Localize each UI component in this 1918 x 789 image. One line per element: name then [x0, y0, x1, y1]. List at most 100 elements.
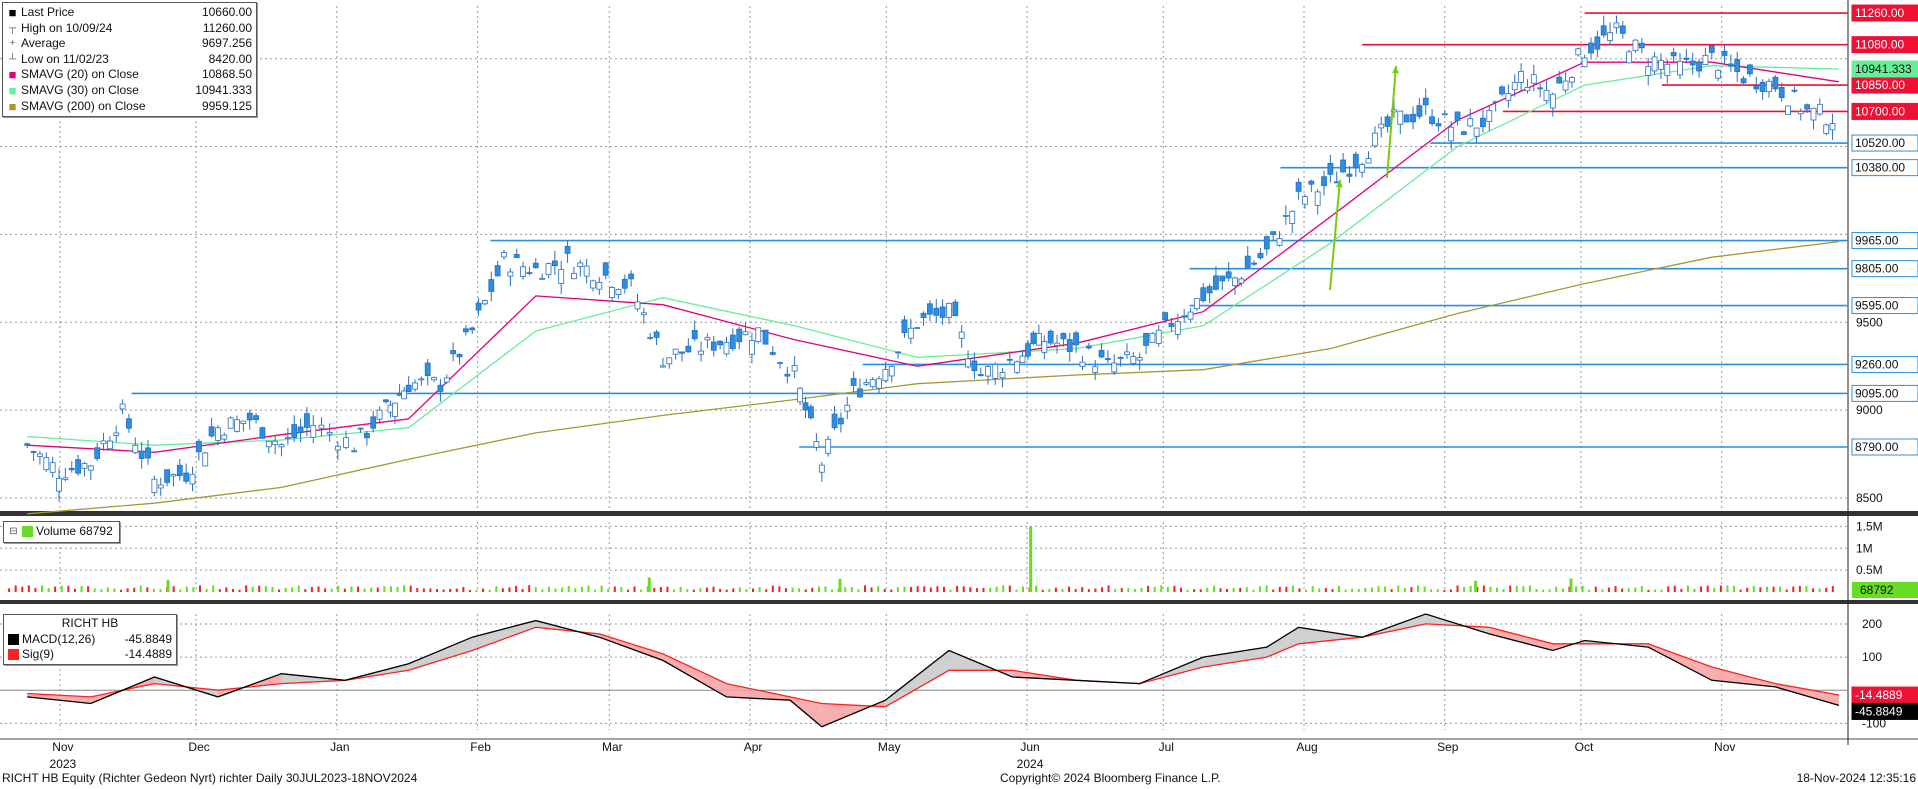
legend-value: -14.4889 — [124, 647, 172, 662]
candle-body — [1124, 351, 1130, 356]
candle-body — [907, 327, 914, 339]
volume-bar — [166, 579, 170, 592]
volume-bar — [1338, 586, 1341, 592]
volume-bar — [1232, 587, 1235, 592]
volume-bar — [482, 588, 485, 592]
candle-body — [488, 279, 495, 292]
volume-bar — [1561, 588, 1564, 592]
volume-bar — [462, 586, 465, 592]
legend-marker-icon: + — [9, 38, 16, 50]
candle-body — [1308, 180, 1315, 185]
candle-body — [1200, 287, 1207, 302]
volume-bar — [1357, 588, 1360, 592]
volume-bar — [1812, 588, 1815, 592]
candle-body — [1683, 57, 1690, 60]
candle-body — [1155, 329, 1162, 344]
legend-value: 9959.125 — [201, 98, 252, 113]
price-legend: ■ Last Price 10660.00 ┬ High on 10/09/24 1126… — [2, 2, 257, 118]
candle-body — [1162, 312, 1169, 321]
volume-bar — [60, 585, 63, 592]
candle-body — [777, 362, 783, 364]
candle-body — [1035, 332, 1042, 346]
candle-body — [1270, 231, 1277, 235]
candle-body — [475, 302, 482, 311]
volume-bar — [152, 589, 155, 592]
volume-bar — [106, 587, 109, 592]
candle-body — [609, 287, 615, 298]
candle-body — [876, 378, 882, 389]
collapse-icon[interactable]: ⊟ — [9, 526, 18, 537]
candle-body — [1181, 315, 1188, 318]
x-tick-label: Feb — [470, 740, 491, 754]
volume-tick-label: 1.5M — [1856, 519, 1883, 533]
candle-body — [1085, 345, 1092, 349]
volume-bar — [205, 588, 208, 592]
x-tick-label: May — [878, 740, 901, 754]
candle-body — [901, 319, 908, 334]
candle-body — [195, 440, 202, 453]
volume-bar — [1397, 585, 1400, 592]
candle-body — [1511, 81, 1518, 91]
level-badge — [1851, 232, 1918, 250]
candle-body — [1448, 126, 1455, 142]
volume-bar — [1120, 588, 1123, 592]
legend-label: Sig(9) — [22, 647, 55, 662]
candle-body — [1486, 110, 1493, 122]
level-badge-text: 10520.00 — [1855, 136, 1905, 150]
legend-label: MACD(12,26) — [22, 631, 96, 646]
volume-bar — [324, 588, 327, 592]
volume-bar — [1265, 585, 1268, 592]
volume-bar — [896, 587, 899, 592]
legend-value: 10868.50 — [201, 67, 252, 82]
volume-bar — [626, 589, 629, 592]
candle-body — [1721, 50, 1728, 56]
volume-bar — [633, 586, 636, 592]
trend-arrow-head — [1335, 180, 1343, 188]
volume-bar — [1173, 585, 1176, 592]
volume-bar — [534, 587, 537, 592]
legend-label: Average — [21, 36, 66, 51]
volume-bar — [238, 589, 241, 592]
level-badge-text: 9260.00 — [1855, 357, 1899, 371]
volume-bar — [1680, 588, 1683, 592]
volume-bar — [475, 589, 478, 592]
candle-body — [370, 416, 377, 429]
volume-bar — [679, 587, 682, 592]
volume-bar — [1035, 585, 1038, 592]
volume-bar — [1627, 588, 1630, 592]
candle-body — [132, 444, 139, 454]
candle-body — [1079, 361, 1086, 367]
candle-body — [927, 303, 933, 315]
volume-bar — [1344, 589, 1347, 592]
candle-body — [1677, 60, 1683, 76]
price-legend-row: ■ SMAVG (30) on Close 10941.333 — [7, 83, 252, 99]
volume-bar — [1054, 587, 1057, 592]
volume-bar — [468, 589, 471, 592]
price-legend-row: ■ Last Price 10660.00 — [7, 5, 252, 21]
candle-body — [75, 459, 81, 474]
volume-bar — [798, 588, 801, 592]
volume-bar — [1568, 586, 1571, 592]
candle-body — [1232, 277, 1238, 287]
candle-body — [145, 447, 151, 459]
candle-body — [24, 443, 31, 446]
candle-body — [1823, 124, 1830, 134]
volume-bar — [1272, 589, 1275, 592]
candle-body — [1549, 93, 1556, 109]
volume-bar — [1245, 587, 1248, 592]
candle-body — [1410, 113, 1416, 123]
candle-body — [1359, 163, 1366, 173]
candle-body — [551, 260, 558, 267]
level-badge — [1851, 36, 1918, 54]
volume-bar — [923, 586, 926, 592]
volume-legend-value: 68792 — [79, 524, 113, 538]
candle-body — [1041, 341, 1048, 353]
volume-bar — [653, 587, 656, 592]
volume-bar — [1818, 588, 1821, 592]
candle-body — [1030, 332, 1037, 344]
legend-marker-icon: ■ — [8, 82, 17, 98]
volume-bar — [1252, 589, 1255, 592]
volume-bar — [1825, 587, 1828, 592]
volume-bar — [567, 585, 570, 592]
candle-body — [1499, 86, 1505, 95]
